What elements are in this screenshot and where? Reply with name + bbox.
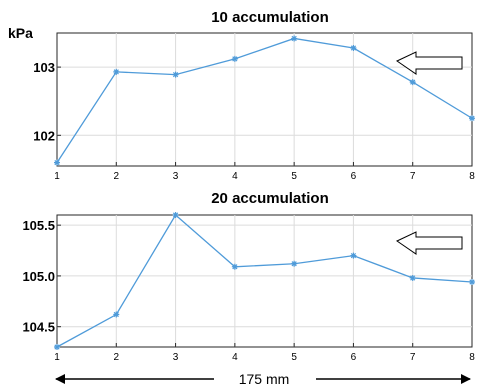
data-point — [54, 159, 60, 166]
data-point — [172, 212, 179, 218]
y-tick-label: 102 — [33, 128, 55, 143]
data-point-marker — [54, 159, 60, 166]
data-point-marker — [172, 212, 179, 218]
plot-area-2 — [56, 214, 473, 348]
x-tick-label: 7 — [410, 171, 416, 182]
x-tick-label: 4 — [232, 352, 238, 363]
y-tick-label: 104.5 — [22, 320, 55, 335]
data-point-marker — [469, 115, 475, 122]
data-point — [350, 45, 357, 52]
distance-label: 175 mm — [239, 371, 290, 387]
x-tick-label: 7 — [410, 352, 416, 363]
x-tick-label: 8 — [469, 352, 475, 363]
data-point — [469, 279, 475, 286]
data-point-marker — [291, 35, 298, 42]
distance-indicator: 175 mm — [55, 371, 471, 387]
data-point-marker — [350, 252, 357, 259]
x-tick-label: 1 — [54, 171, 60, 182]
data-point — [113, 68, 120, 75]
data-point — [291, 35, 298, 42]
x-ticks-2: 1 2 3 4 5 6 7 8 — [54, 343, 475, 363]
x-tick-label: 4 — [232, 171, 238, 182]
data-point — [350, 252, 357, 259]
x-tick-label: 6 — [351, 352, 357, 363]
data-point — [409, 274, 416, 281]
y-axis-unit-1: kPa — [8, 25, 33, 41]
data-point-marker — [350, 45, 357, 52]
data-point-marker — [113, 311, 120, 318]
y-ticks-2: 105.5 105.0 104.5 — [22, 218, 61, 335]
series-2 — [54, 212, 475, 350]
plot-area-1 — [56, 32, 473, 167]
x-tick-label: 2 — [114, 171, 120, 182]
chart-panel-2: 20 accumulation 105.5 105.0 104.5 1 2 3 4 5 6 7 8 — [22, 190, 475, 363]
y-tick-label: 105.0 — [22, 269, 55, 284]
data-point-marker — [231, 263, 238, 270]
series-line — [56, 37, 473, 163]
data-point — [409, 79, 416, 86]
data-point-marker — [409, 79, 416, 86]
data-point-marker — [231, 55, 238, 62]
x-tick-label: 6 — [351, 171, 357, 182]
x-tick-label: 8 — [469, 171, 475, 182]
x-tick-label: 2 — [114, 352, 120, 363]
grid-2 — [57, 215, 472, 347]
data-point — [469, 115, 475, 122]
data-point — [172, 71, 179, 78]
data-point — [231, 263, 238, 270]
x-tick-label: 3 — [173, 171, 179, 182]
data-point — [291, 260, 298, 267]
y-tick-label: 105.5 — [22, 218, 55, 233]
data-point-marker — [113, 68, 120, 75]
left-arrow-annotation-2 — [395, 231, 463, 255]
y-ticks-1: 103 102 — [33, 60, 61, 143]
y-tick-label: 103 — [33, 60, 55, 75]
x-tick-label: 5 — [291, 171, 297, 182]
data-point-marker — [409, 274, 416, 281]
chart-panel-1: 10 accumulation kPa 103 102 1 2 3 4 5 6 7 8 — [8, 9, 475, 182]
x-tick-label: 1 — [54, 352, 60, 363]
data-point — [231, 55, 238, 62]
data-point-marker — [291, 260, 298, 267]
x-tick-label: 3 — [173, 352, 179, 363]
data-point-marker — [172, 71, 179, 78]
left-arrow-annotation-1 — [395, 51, 463, 75]
chart-title-1: 10 accumulation — [211, 9, 329, 26]
chart-title-2: 20 accumulation — [211, 190, 329, 207]
data-point-marker — [469, 279, 475, 286]
series-line — [56, 213, 473, 348]
x-tick-label: 5 — [291, 352, 297, 363]
data-point-marker — [54, 344, 60, 350]
data-point — [113, 311, 120, 318]
data-point — [54, 344, 60, 350]
series-1 — [54, 35, 475, 166]
